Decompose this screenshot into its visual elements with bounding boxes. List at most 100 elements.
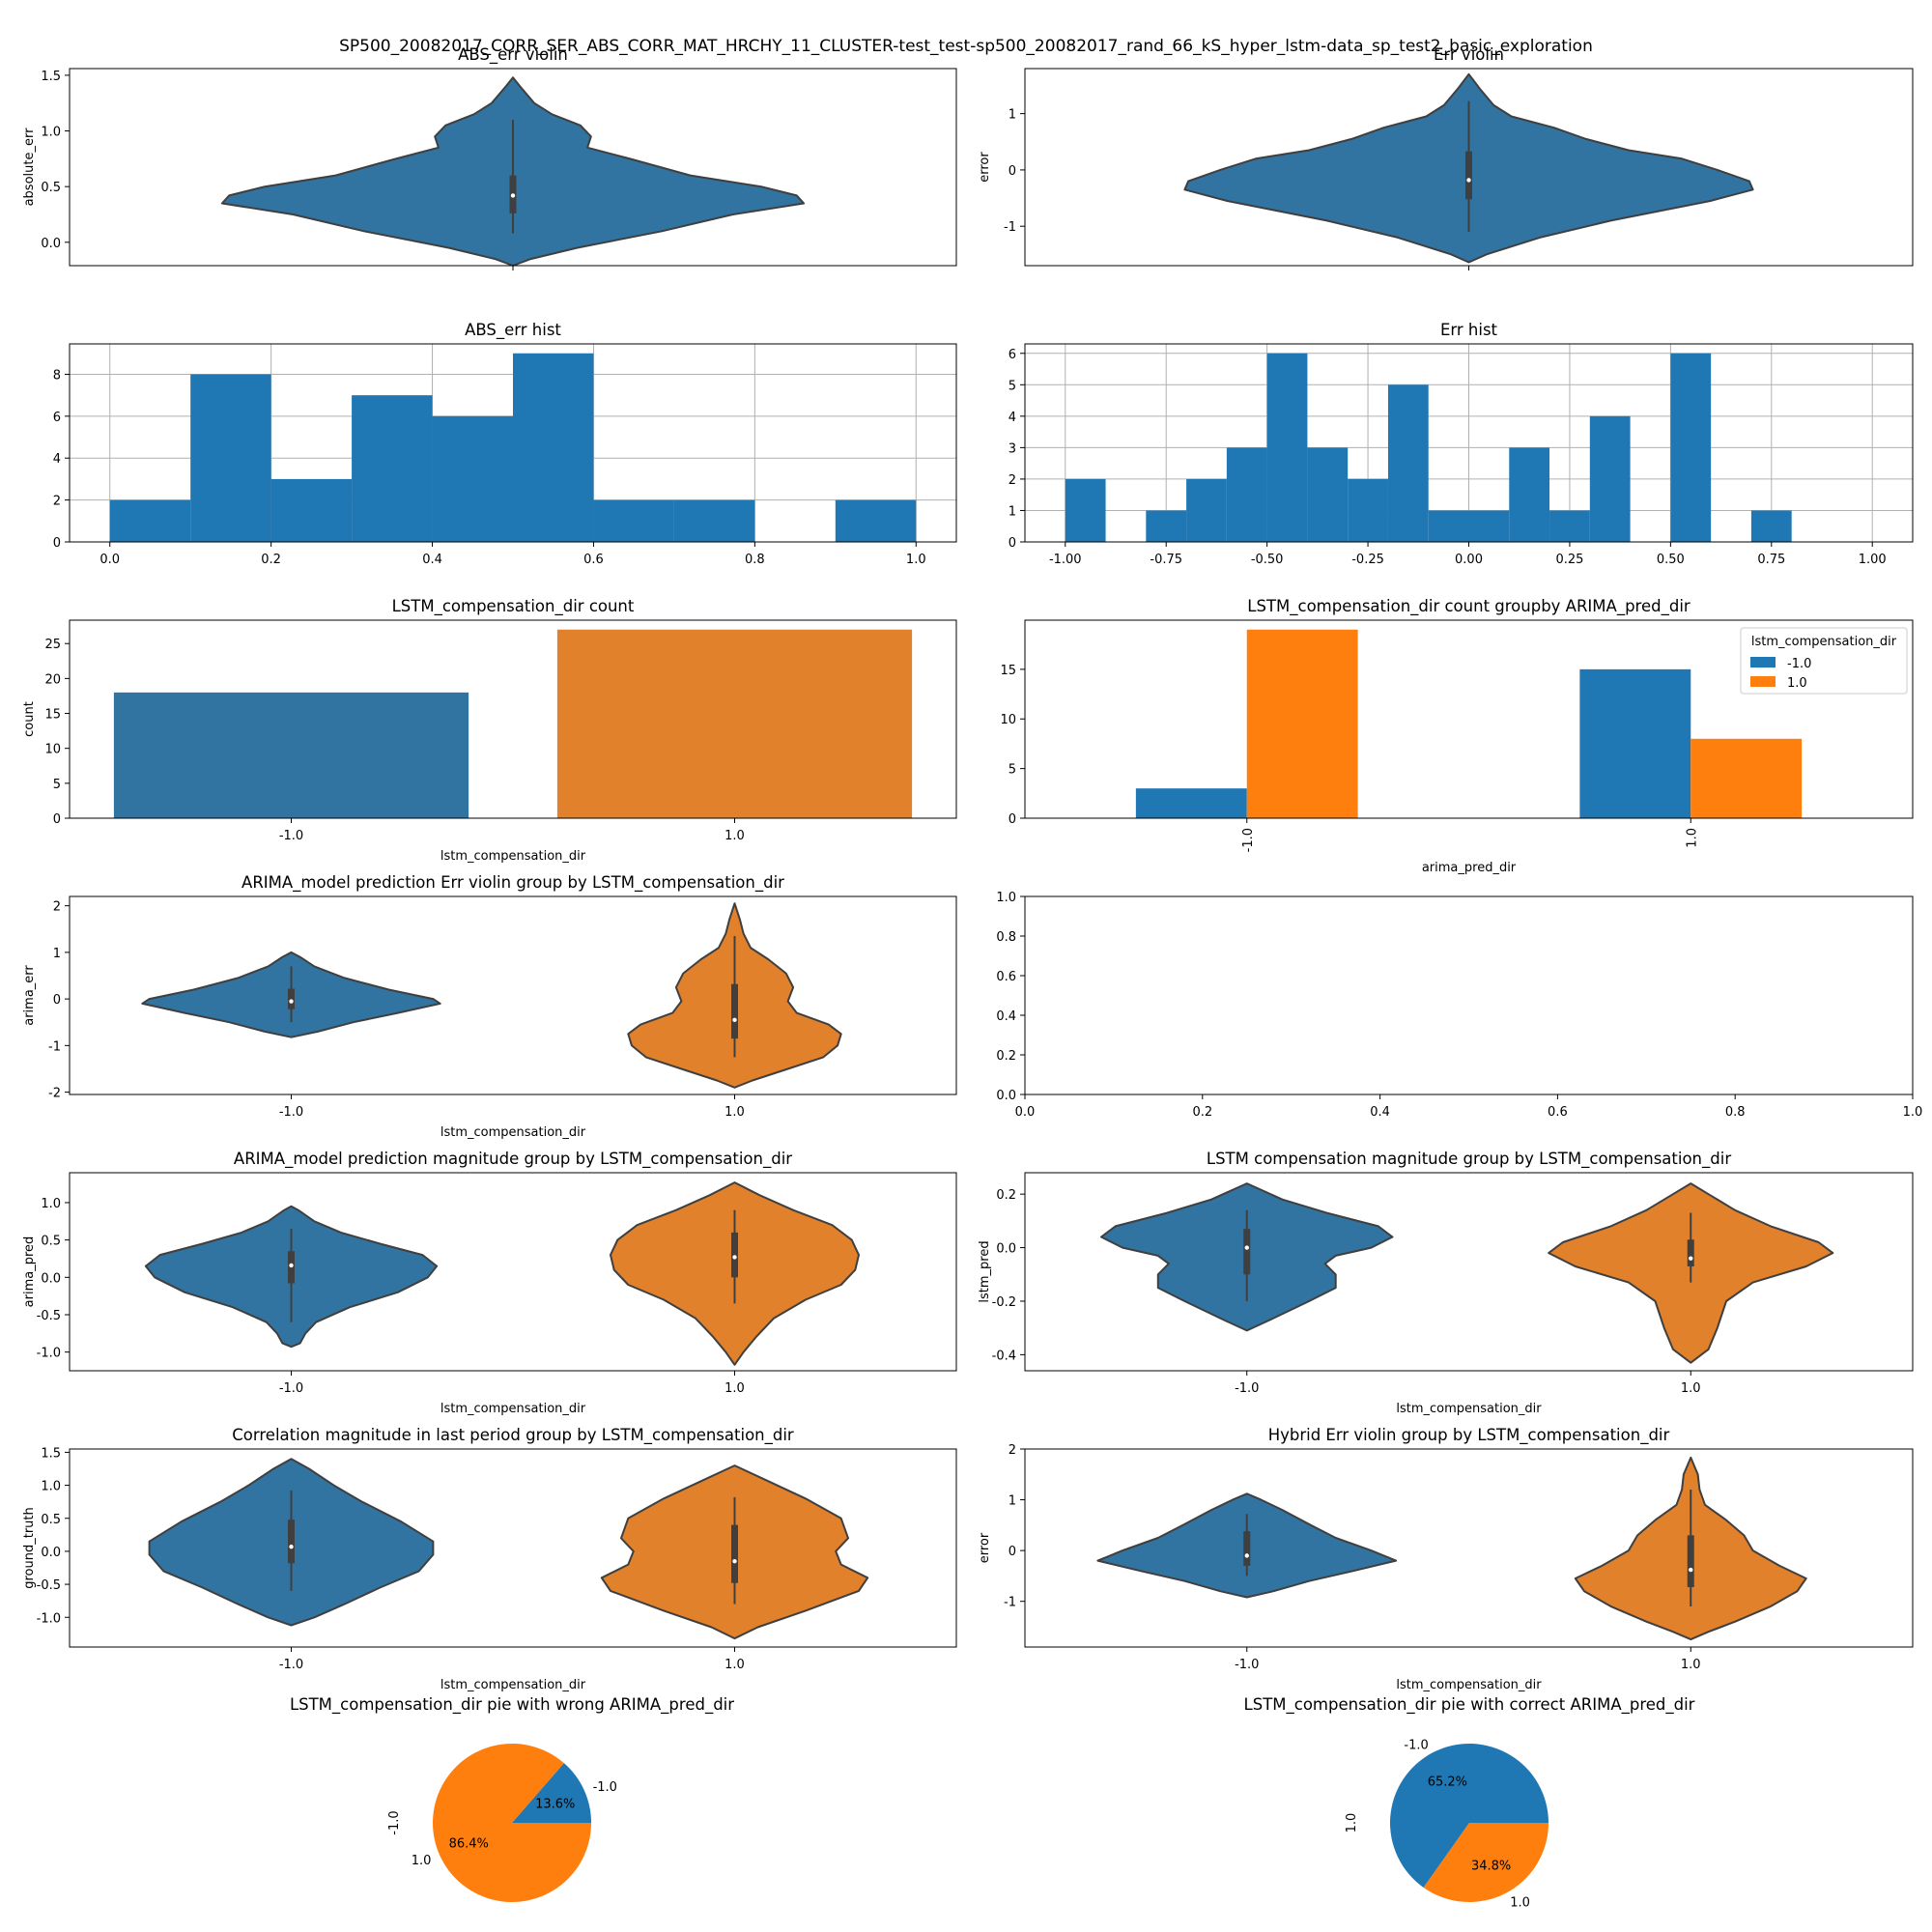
y-tick-label: 15 — [1000, 664, 1016, 678]
pie-label: -1.0 — [1404, 1738, 1428, 1752]
y-tick-label: 0 — [53, 993, 61, 1008]
axes-title: ABS_err hist — [465, 321, 561, 340]
x-tick-label: 0.50 — [1657, 553, 1685, 567]
y-tick-label: 20 — [44, 672, 61, 687]
y-tick-label: 25 — [44, 638, 61, 652]
hist-bar — [1146, 510, 1187, 542]
y-axis-label: lstm_pred — [978, 1240, 992, 1302]
x-tick-label: 1.0 — [1681, 1381, 1701, 1396]
pie-pct-label: 13.6% — [535, 1798, 575, 1812]
hist-bar — [1468, 510, 1510, 542]
x-tick-label: 0.8 — [1725, 1105, 1746, 1120]
y-tick-label: 1 — [53, 947, 61, 961]
x-tick-label: -1.0 — [1235, 1658, 1259, 1672]
y-tick-label: 0.8 — [996, 930, 1016, 945]
y-tick-label: 0.5 — [41, 181, 61, 195]
y-tick-label: -1.0 — [37, 1611, 61, 1626]
x-tick-label: 1.0 — [1903, 1105, 1923, 1120]
hist-bar — [109, 499, 191, 542]
pie-title: LSTM_compensation_dir pie with correct A… — [1244, 1695, 1695, 1715]
x-tick-label: 0.2 — [261, 553, 281, 567]
y-tick-label: 0.0 — [41, 1271, 61, 1286]
y-tick-label: 1 — [1009, 1494, 1016, 1509]
chart-arima_pred_violin: -1.0 1.0 lstm_compensation_dir -1.0 -0.5 0.0 0… — [22, 1150, 957, 1416]
legend-swatch — [1750, 657, 1776, 668]
axes-frame — [1024, 895, 1914, 1095]
y-tick-label: 5 — [1009, 379, 1016, 393]
x-tick-label: 0.6 — [583, 553, 604, 567]
axes-title: ARIMA_model prediction Err violin group … — [242, 873, 784, 893]
y-tick-label: 6 — [1009, 348, 1016, 362]
chart-ground_truth_violin: -1.0 1.0 lstm_compensation_dir -1.0 -0.5 0.0 0… — [22, 1426, 957, 1692]
bar — [113, 692, 469, 818]
y-tick-label: -0.4 — [992, 1349, 1016, 1363]
x-tick-label: -1.0 — [1241, 828, 1256, 852]
x-tick-label: 0.4 — [1370, 1105, 1390, 1120]
violin-iqr-box — [731, 1232, 738, 1278]
y-tick-label: 4 — [1009, 411, 1016, 425]
axes-frame — [1024, 1448, 1914, 1648]
y-tick-label: 1 — [1009, 504, 1016, 519]
pie-slice — [512, 1763, 591, 1823]
x-tick-label: 0.8 — [745, 553, 765, 567]
chart-pie_wrong: LSTM_compensation_dir pie with wrong ARI… — [290, 1695, 734, 1902]
hist-bar — [1750, 510, 1792, 542]
y-axis-label: ground_truth — [22, 1507, 37, 1589]
y-tick-label: 0.0 — [41, 1546, 61, 1560]
hist-bar — [1226, 447, 1267, 542]
y-tick-label: -1 — [1004, 1596, 1016, 1610]
y-tick-label: 1.0 — [41, 1197, 61, 1211]
pie-label: 1.0 — [412, 1854, 432, 1868]
axes-title: LSTM compensation magnitude group by LST… — [1207, 1150, 1731, 1169]
hist-bar — [593, 499, 674, 542]
violin-iqr-box — [1243, 1531, 1251, 1566]
chart-pie_correct: LSTM_compensation_dir pie with correct A… — [1244, 1695, 1695, 1911]
chart-empty_axes: 0.0 0.2 0.4 0.6 0.8 1.0 0.0 0.2 0.4 0.6 0.8 1.0 — [996, 891, 1922, 1120]
axes-title: Hybrid Err violin group by LSTM_compensa… — [1268, 1426, 1670, 1445]
pie-pct-label: 65.2% — [1428, 1775, 1467, 1789]
y-tick-label: 5 — [1009, 763, 1016, 778]
x-tick-label: 0.0 — [1015, 1105, 1036, 1120]
y-tick-label: 2 — [1009, 1443, 1016, 1458]
violin-median — [732, 1558, 737, 1564]
pie-ylabel: -1.0 — [387, 1810, 402, 1834]
legend-swatch — [1750, 676, 1776, 687]
violin-median — [1244, 1553, 1249, 1558]
hist-bar — [1589, 415, 1631, 542]
y-tick-label: 1.0 — [41, 126, 61, 140]
x-tick-label: 1.0 — [906, 553, 926, 567]
chart-err_violin: -1 0 1 Err violin error — [978, 45, 1914, 270]
x-axis-label: lstm_compensation_dir — [440, 849, 586, 864]
bar — [1690, 738, 1803, 818]
pie-label: 1.0 — [1510, 1896, 1530, 1911]
y-tick-label: 5 — [53, 778, 61, 792]
legend-label: 1.0 — [1787, 676, 1807, 691]
x-tick-label: 0.2 — [1192, 1105, 1212, 1120]
x-tick-label: 0.4 — [422, 553, 442, 567]
x-tick-label: -1.00 — [1049, 553, 1082, 567]
violin-median — [1244, 1245, 1249, 1250]
chart-abs_err_violin: 0.0 0.5 1.0 1.5 ABS_err violin absolute_err — [22, 45, 957, 270]
y-tick-label: -0.2 — [992, 1295, 1016, 1310]
y-axis-label: error — [978, 1532, 992, 1563]
x-tick-label: -0.50 — [1251, 553, 1284, 567]
chart-err_hist: -1.00 -0.75 -0.50 -0.25 0.00 0.25 0.50 0.75 1.00… — [1009, 321, 1914, 567]
violin-median — [289, 1544, 294, 1549]
y-tick-label: 2 — [1009, 473, 1016, 488]
y-tick-label: 8 — [53, 368, 61, 383]
y-axis-label: arima_err — [22, 965, 37, 1026]
x-tick-label: -1.0 — [279, 1105, 303, 1120]
x-tick-label: 1.00 — [1859, 553, 1887, 567]
y-tick-label: 2 — [53, 495, 61, 509]
hist-bar — [1509, 447, 1550, 542]
violin-median — [1689, 1256, 1693, 1261]
chart-comp_count: -1.0 1.0 lstm_compensation_dir 0 5 10 15 20 25 LS… — [22, 597, 957, 864]
violin-iqr-box — [731, 983, 738, 1039]
axes-frame — [1024, 1172, 1914, 1372]
hist-bar — [1307, 447, 1349, 542]
axes-frame — [69, 343, 957, 543]
axes-frame — [69, 619, 957, 819]
violin-median — [732, 1017, 737, 1023]
y-tick-label: -1 — [48, 1039, 61, 1054]
pie-slice — [432, 1743, 591, 1902]
